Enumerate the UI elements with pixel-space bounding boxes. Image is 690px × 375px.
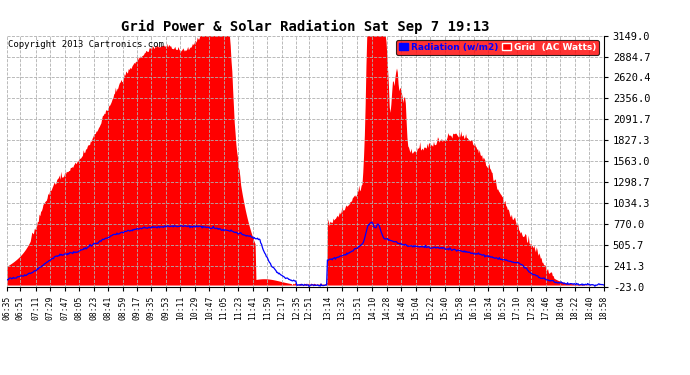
Legend: Radiation (w/m2), Grid  (AC Watts): Radiation (w/m2), Grid (AC Watts) [396,40,599,54]
Title: Grid Power & Solar Radiation Sat Sep 7 19:13: Grid Power & Solar Radiation Sat Sep 7 1… [121,20,490,34]
Text: Copyright 2013 Cartronics.com: Copyright 2013 Cartronics.com [8,40,164,49]
